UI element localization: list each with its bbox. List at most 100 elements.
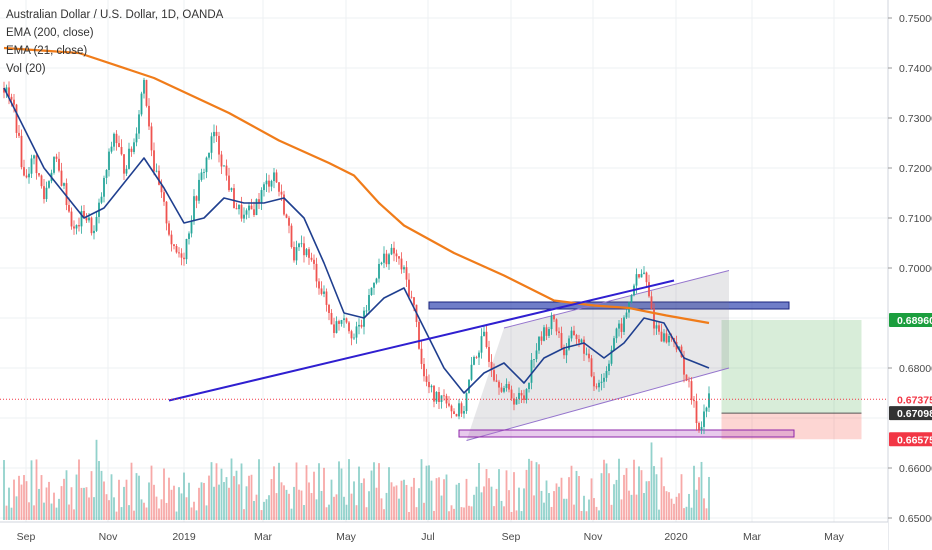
candle-body — [135, 133, 138, 143]
volume-bar — [615, 479, 618, 520]
candle-body — [495, 380, 498, 382]
volume-bar — [240, 463, 243, 520]
volume-bar — [275, 493, 278, 520]
candle-body — [223, 165, 225, 167]
candle-body — [370, 287, 373, 296]
candle-body — [3, 88, 5, 93]
ema21-line — [3, 87, 710, 394]
volume-bar — [155, 496, 158, 520]
candle-body — [340, 320, 343, 324]
volume-bar — [318, 463, 320, 520]
volume-bar — [350, 493, 353, 520]
candle-body — [243, 214, 245, 219]
volume-bar — [673, 503, 675, 520]
volume-bar — [108, 500, 110, 520]
volume-bar — [323, 467, 325, 520]
ema21-label[interactable]: EMA (21, close) — [6, 45, 88, 57]
volume-bar — [103, 481, 105, 520]
volume-bar — [10, 507, 13, 520]
volume-bar — [688, 493, 690, 520]
candle-body — [598, 382, 600, 388]
candle-body — [493, 370, 495, 381]
volume-bar — [493, 506, 495, 520]
candle-body — [468, 379, 470, 394]
candle-body — [48, 181, 50, 188]
volume-bar — [378, 463, 380, 520]
volume-bar — [173, 485, 175, 520]
candle-body — [433, 385, 435, 402]
candle-body — [498, 381, 500, 388]
volume-bar — [30, 460, 33, 520]
volume-bar — [488, 478, 490, 520]
candle-body — [95, 216, 98, 231]
ema200-label[interactable]: EMA (200, close) — [6, 27, 94, 39]
candle-body — [318, 281, 320, 289]
volume-bar — [463, 507, 465, 520]
volume-bar — [640, 470, 643, 520]
volume-bar — [693, 465, 695, 520]
candle-body — [665, 333, 668, 343]
volume-bar — [295, 462, 298, 520]
candle-body — [303, 243, 305, 256]
candle-body — [295, 247, 298, 261]
candle-body — [160, 184, 163, 193]
channel-upper-line — [503, 270, 730, 329]
candle-body — [545, 327, 548, 336]
price-axis — [888, 0, 932, 550]
candle-body — [518, 392, 520, 399]
volume-bar — [210, 462, 213, 520]
candle-body — [5, 87, 8, 93]
volume-bar — [70, 487, 73, 520]
chart-legend: Australian Dollar / U.S. Dollar, 1D, OAN… — [6, 6, 223, 78]
volume-bar — [523, 488, 525, 520]
volume-bar — [68, 504, 70, 520]
candle-body — [85, 217, 88, 221]
candle-body — [23, 167, 25, 176]
volume-bar — [123, 486, 125, 520]
candle-body — [658, 325, 660, 332]
volume-bar — [203, 482, 205, 520]
candle-body — [308, 249, 310, 258]
volume-bar — [650, 442, 653, 520]
candle-body — [128, 148, 130, 169]
price-tag-red-label: 0.66575 — [897, 434, 932, 446]
volume-bar — [610, 504, 613, 520]
x-tick-label: 2019 — [172, 531, 196, 543]
volume-label[interactable]: Vol (20) — [6, 63, 46, 75]
candle-body — [183, 257, 185, 260]
volume-bar — [353, 481, 355, 520]
candle-body — [78, 225, 80, 227]
candle-body — [268, 180, 270, 187]
volume-bar — [38, 488, 40, 520]
volume-bar — [550, 506, 553, 520]
candle-body — [510, 389, 513, 399]
candle-body — [513, 398, 515, 405]
volume-bar — [635, 494, 638, 520]
volume-bar — [228, 487, 230, 520]
candle-body — [705, 407, 708, 412]
candle-body — [270, 180, 273, 187]
candle-body — [480, 336, 483, 353]
volume-bar — [55, 507, 58, 520]
candle-body — [368, 295, 370, 311]
x-tick-label: May — [336, 531, 357, 543]
candle-body — [538, 336, 540, 351]
volume-bar — [43, 502, 45, 520]
volume-bar — [553, 491, 555, 520]
volume-bar — [658, 509, 660, 520]
volume-bar — [700, 461, 703, 520]
candle-body — [260, 190, 263, 203]
candle-body — [443, 395, 445, 397]
volume-bar — [600, 473, 603, 520]
candle-body — [188, 233, 190, 239]
candle-body — [428, 381, 430, 388]
candle-body — [383, 253, 385, 263]
candle-body — [190, 221, 193, 234]
volume-bar — [45, 487, 48, 520]
symbol-title[interactable]: Australian Dollar / U.S. Dollar, 1D, OAN… — [6, 9, 224, 21]
candle-body — [145, 79, 148, 106]
volume-bar — [628, 490, 630, 520]
